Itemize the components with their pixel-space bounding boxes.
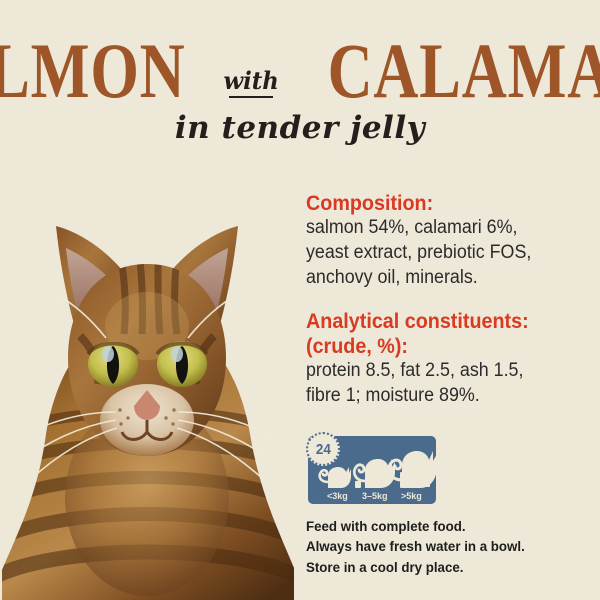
analytical-line: protein 8.5, fat 2.5, ash 1.5, [306,360,524,382]
usage-notes: Feed with complete food. Always have fre… [306,516,596,577]
title-word-calamari: CALAMARI [327,27,600,115]
composition-line: anchovy oil, minerals. [306,266,478,288]
product-subtitle: in tender jelly [174,110,426,146]
feeding-tier-medium [352,459,406,488]
usage-note: Store in a cool dry place. [306,558,464,575]
composition-line: yeast extract, prebiotic FOS, [306,242,532,264]
cat-product-image [2,226,294,600]
feeding-guide: <3kg 3–5kg >5kg 24 [306,432,590,512]
feeding-weight-label-small: <3kg [327,491,348,501]
title-connector-underline [229,96,274,98]
analytical-heading-line1: Analytical constituents: [306,310,529,334]
analytical-heading-line2: (crude, %): [306,334,409,358]
feeding-tier-small [318,467,361,488]
usage-note: Feed with complete food. [306,518,466,534]
title-connector: with [222,69,280,98]
cat-eyes [86,341,209,387]
info-column: Composition: salmon 54%, calamari 6%, ye… [306,192,590,409]
usage-note: Always have fresh water in a bowl. [306,538,525,555]
composition-heading: Composition: [306,192,434,215]
clock-24h-badge: 24 [306,432,340,466]
title-connector-text: with [223,66,280,95]
feeding-guide-icons: <3kg 3–5kg >5kg [318,451,436,501]
cat-head [9,264,285,481]
title-word-salmon: SALMON [0,27,186,115]
clock-badge-value: 24 [315,440,331,458]
analytical-line: fibre 1; moisture 89%. [306,384,480,406]
cat-whiskers [9,293,285,481]
cat-muzzle [100,384,194,456]
feeding-weight-label-large: >5kg [401,491,422,501]
feeding-weight-label-medium: 3–5kg [362,491,388,501]
composition-line: salmon 54%, calamari 6%, [306,217,518,239]
feeding-tier-large [387,451,436,488]
product-title: SALMON with CALAMARI [0,24,600,115]
